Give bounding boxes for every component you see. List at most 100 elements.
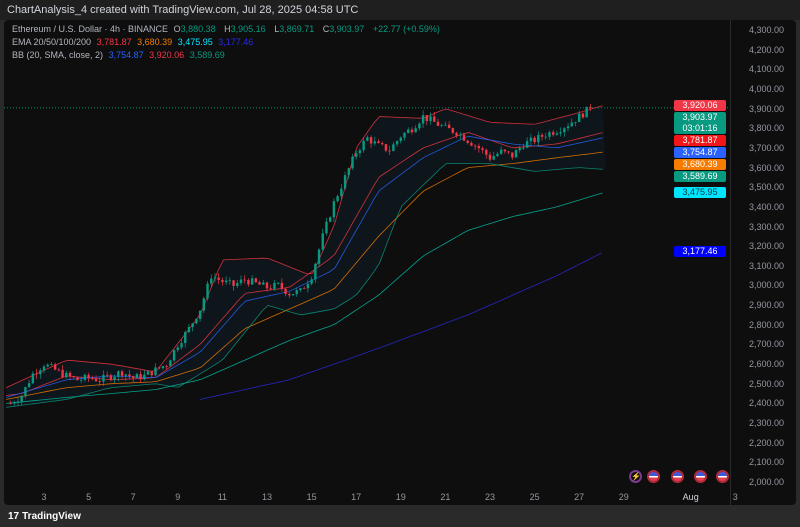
- candle-body: [548, 132, 551, 137]
- candle-body: [395, 141, 399, 145]
- high-label: H: [224, 24, 231, 34]
- candle-body: [436, 121, 440, 126]
- bb-upper-value: 3,920.06: [149, 50, 185, 60]
- ohlc-legend: Ethereum / U.S. Dollar · 4h · BINANCE O3…: [12, 24, 443, 35]
- change-value: +22.77 (+0.59%): [372, 24, 440, 34]
- candle-body: [551, 132, 555, 135]
- price-tick: 3,100.00: [748, 260, 784, 271]
- candle-body: [522, 147, 525, 149]
- candle-body: [440, 125, 443, 127]
- ema50-line: [6, 151, 603, 400]
- price-badge-value: 3,177.46: [682, 245, 718, 256]
- ema-legend[interactable]: EMA 20/50/100/200 3,781.87 3,680.39 3,47…: [12, 37, 256, 48]
- candle-body: [302, 288, 306, 290]
- candle-body: [13, 402, 16, 404]
- candle-body: [574, 121, 577, 123]
- price-chart[interactable]: [4, 20, 730, 505]
- time-tick: 3: [41, 492, 47, 502]
- time-tick: 21: [440, 492, 451, 502]
- price-tick: 3,900.00: [748, 103, 784, 114]
- ema200-line: [200, 252, 602, 400]
- candle-body: [247, 280, 250, 285]
- candle-body: [425, 115, 429, 122]
- candle-body: [410, 129, 414, 133]
- price-badge-value: 3,475.95: [682, 186, 718, 197]
- price-tick: 4,100.00: [748, 64, 784, 75]
- us-flag-icon[interactable]: [715, 470, 729, 483]
- price-axis[interactable]: 2,000.00 2,100.00 2,200.00 2,300.00 2,400.00…: [730, 20, 796, 505]
- candle-body: [507, 151, 510, 153]
- price-badge: 3,475.95: [674, 186, 726, 198]
- bb-legend[interactable]: BB (20, SMA, close, 2) 3,754.87 3,920.06…: [12, 50, 228, 61]
- candle-body: [581, 113, 585, 118]
- candle-body: [161, 366, 165, 369]
- candle-body: [243, 279, 246, 281]
- candle-body: [381, 143, 384, 145]
- candle-body: [317, 249, 321, 264]
- time-tick: 23: [484, 492, 496, 502]
- us-flag-icon[interactable]: [693, 470, 707, 483]
- candle-body: [258, 282, 261, 285]
- ema200-value: 3,177.46: [218, 37, 254, 47]
- price-badge-value: 3,920.06: [682, 99, 718, 110]
- candle-body: [481, 148, 484, 150]
- candle-body: [492, 156, 495, 160]
- price-badge: 3,903.97 03:01:16: [674, 111, 726, 134]
- candle-body: [466, 140, 469, 143]
- candle-body: [418, 123, 421, 129]
- candle-body: [46, 364, 49, 367]
- us-flag-icon[interactable]: [646, 470, 660, 483]
- candle-body: [221, 279, 224, 283]
- candle-body: [113, 376, 116, 380]
- footer-bar: 17 TradingView: [0, 505, 800, 527]
- lightning-icon[interactable]: ⚡: [628, 470, 642, 483]
- candle-body: [195, 318, 198, 324]
- time-tick: 15: [306, 492, 317, 502]
- low-label: L: [274, 24, 280, 34]
- candle-body: [399, 137, 402, 142]
- candle-body: [540, 134, 544, 137]
- bb-upper-line: [5, 105, 603, 389]
- ema100-value: 3,475.95: [177, 37, 213, 47]
- us-flag-icon[interactable]: [671, 470, 685, 483]
- candle-body: [102, 374, 105, 382]
- candle-body: [358, 150, 362, 154]
- price-badge: 3,589.69: [674, 170, 726, 182]
- time-tick: 13: [261, 492, 273, 502]
- price-badge-value: 3,680.39: [682, 158, 718, 169]
- candle-body: [27, 383, 31, 388]
- candle-body: [250, 278, 254, 285]
- candle-body: [366, 137, 369, 141]
- candle-body: [369, 137, 373, 144]
- candle-body: [135, 374, 139, 379]
- close-label: C: [322, 24, 330, 34]
- chart-frame[interactable]: Ethereum / U.S. Dollar · 4h · BINANCE O3…: [4, 20, 796, 505]
- candle-body: [503, 149, 507, 152]
- bb-basis-line: [5, 135, 603, 398]
- candle-body: [328, 217, 332, 222]
- candle-body: [76, 377, 79, 381]
- ema20-value: 3,781.87: [96, 37, 132, 47]
- price-badge: 3,781.87: [674, 134, 726, 146]
- price-tick: 3,600.00: [748, 162, 784, 173]
- candle-body: [384, 144, 388, 151]
- candle-body: [462, 134, 466, 141]
- price-tick: 2,700.00: [748, 339, 784, 350]
- price-tick: 2,500.00: [748, 378, 784, 389]
- candle-body: [24, 387, 27, 397]
- candle-body: [273, 282, 276, 289]
- candle-body: [284, 288, 287, 294]
- candle-body: [105, 374, 109, 376]
- candle-body: [429, 116, 432, 122]
- candle-body: [154, 367, 157, 376]
- bb-lower-line: [6, 163, 603, 408]
- candle-body: [563, 128, 566, 133]
- tradingview-brand: TradingView: [22, 511, 81, 522]
- candle-body: [68, 372, 72, 377]
- candle-body: [332, 201, 336, 218]
- price-tick: 4,000.00: [748, 83, 784, 94]
- candle-body: [117, 371, 120, 377]
- time-tick: 19: [395, 492, 406, 502]
- candle-body: [87, 374, 90, 378]
- candle-body: [124, 374, 127, 376]
